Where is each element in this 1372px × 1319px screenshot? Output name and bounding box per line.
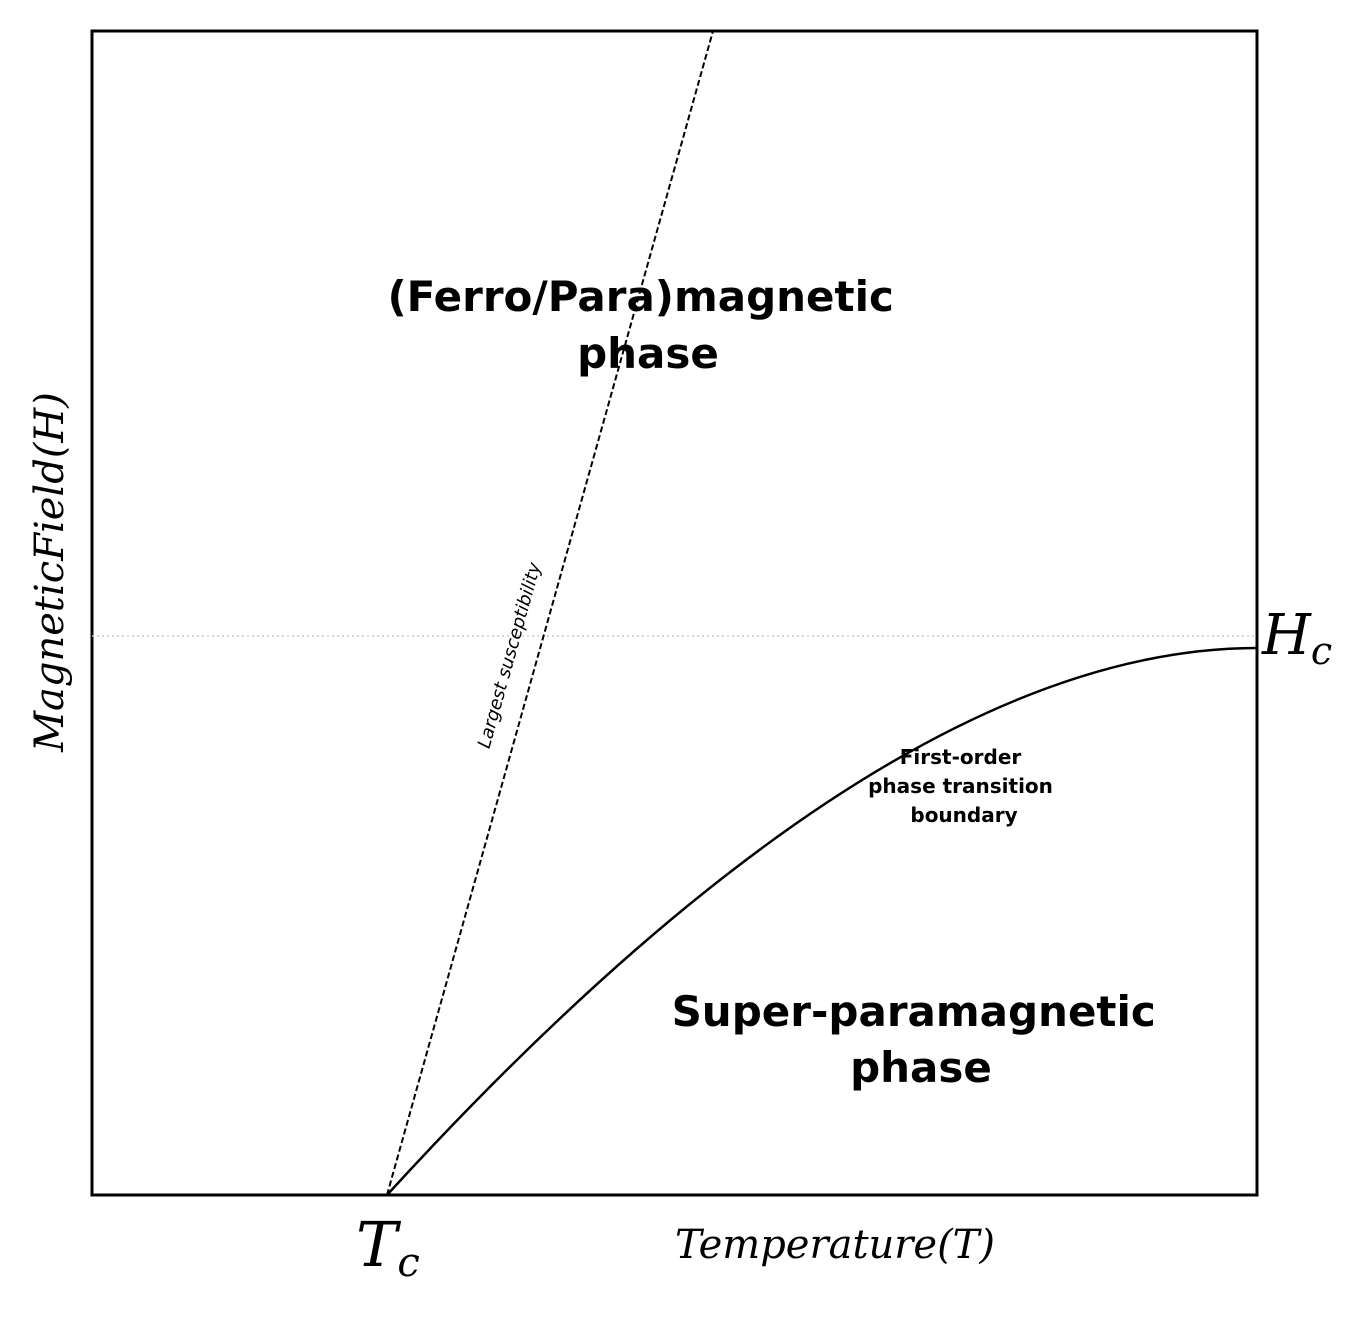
susceptibility-line — [386, 30, 714, 1196]
region-label: Super-paramagnetic phase — [672, 987, 1171, 1092]
first-order-boundary — [386, 646, 1258, 1196]
text-line: First-order — [900, 745, 1022, 769]
text-line: phase — [577, 329, 719, 378]
text-line: boundary — [910, 803, 1017, 827]
y-axis-label: MagneticField(H) — [27, 392, 73, 753]
text-line: (Ferro/Para)magnetic — [387, 272, 893, 321]
tc-marker: Tc — [356, 1208, 420, 1286]
text-line: T — [356, 1208, 402, 1281]
text-line: c — [397, 1240, 419, 1286]
plot-frame — [90, 29, 1259, 1197]
boundary-label: First-order phase transition boundary — [868, 745, 1060, 827]
text-line: phase transition — [868, 774, 1053, 798]
text-line: c — [1311, 629, 1332, 673]
region-label: (Ferro/Para)magnetic phase — [387, 272, 908, 378]
susceptibility-label: Largest susceptibility — [474, 560, 546, 751]
hc-marker: Hc — [1261, 603, 1332, 673]
text-line: Super-paramagnetic — [672, 987, 1156, 1036]
x-axis-label: Temperature(T) — [675, 1222, 995, 1268]
text-line: phase — [850, 1043, 992, 1092]
text-line: H — [1261, 603, 1312, 668]
